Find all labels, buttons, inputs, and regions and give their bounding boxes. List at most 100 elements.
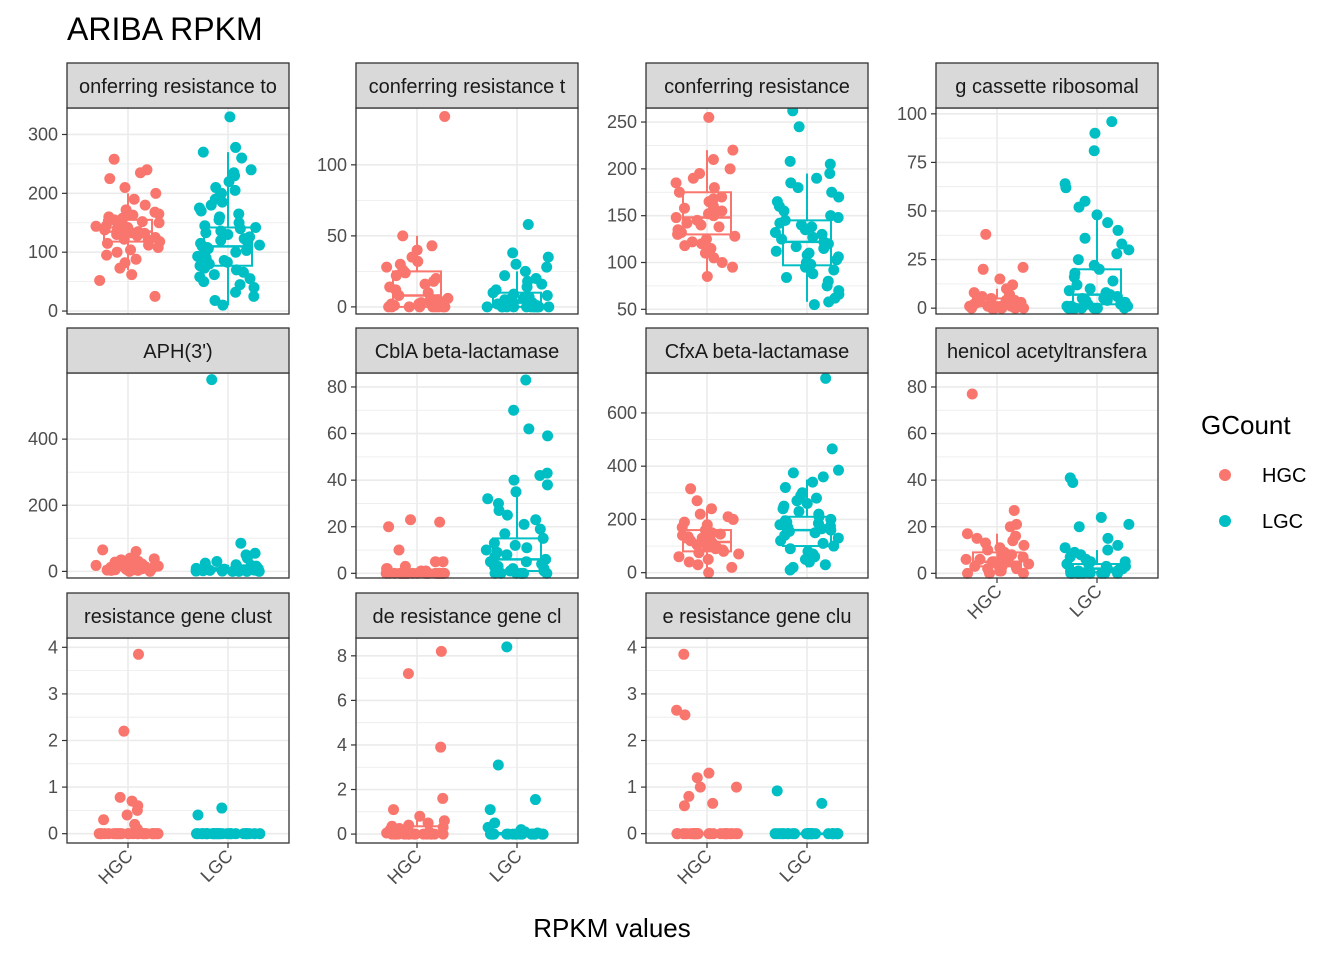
data-point-hgc	[685, 483, 697, 495]
data-point-hgc	[722, 511, 734, 523]
data-point-hgc	[153, 217, 165, 229]
facet-strip-label: g cassette ribosomal	[955, 76, 1138, 98]
data-point-lgc	[1106, 116, 1118, 128]
y-tick-label: 8	[337, 646, 347, 666]
y-tick-label: 150	[607, 206, 637, 226]
data-point-lgc	[828, 264, 840, 276]
data-point-lgc	[541, 479, 553, 491]
y-tick-label: 6	[337, 690, 347, 710]
y-tick-label: 0	[337, 297, 347, 317]
data-point-lgc	[1119, 556, 1131, 568]
data-point-lgc	[541, 290, 553, 302]
data-point-hgc	[1010, 530, 1022, 542]
data-point-lgc	[234, 279, 246, 291]
y-tick-label: 0	[917, 298, 927, 318]
data-point-lgc	[780, 271, 792, 283]
data-point-hgc	[701, 519, 713, 531]
data-point-lgc	[1084, 283, 1096, 295]
data-point-lgc	[230, 559, 242, 571]
data-point-lgc	[254, 239, 266, 251]
legend: GCount HGC LGC	[1201, 410, 1306, 533]
data-point-lgc	[250, 221, 262, 233]
data-point-lgc	[502, 828, 514, 840]
facet-panel: resistance gene clust 0 1 2 3 4 HGC LGC	[48, 592, 290, 888]
data-point-lgc	[833, 464, 845, 476]
data-point-lgc	[779, 481, 791, 493]
data-point-hgc	[411, 244, 423, 256]
data-point-lgc	[1089, 127, 1101, 139]
data-point-lgc	[499, 528, 511, 540]
y-tick-label: 100	[607, 253, 637, 273]
data-point-hgc	[706, 503, 718, 515]
y-tick-label: 1	[48, 777, 58, 797]
data-point-lgc	[530, 514, 542, 526]
data-point-hgc	[90, 220, 102, 232]
data-point-hgc	[438, 567, 450, 579]
data-point-hgc	[705, 242, 717, 254]
data-point-hgc	[111, 828, 123, 840]
data-point-hgc	[118, 725, 130, 737]
data-point-hgc	[136, 216, 148, 228]
facet-strip	[935, 327, 1159, 374]
data-point-hgc	[679, 709, 691, 721]
data-point-lgc	[529, 794, 541, 806]
data-point-hgc	[149, 290, 161, 302]
data-point-hgc	[702, 553, 714, 565]
data-point-lgc	[199, 557, 211, 569]
data-point-lgc	[778, 500, 790, 512]
data-point-lgc	[785, 177, 797, 189]
data-point-hgc	[703, 567, 715, 579]
facet-strip-label: CfxA beta-lactamase	[665, 341, 850, 363]
y-tick-label: 60	[907, 424, 927, 444]
y-tick-label: 0	[337, 563, 347, 583]
data-point-lgc	[542, 430, 554, 442]
data-point-lgc	[1059, 542, 1071, 554]
data-point-lgc	[240, 549, 252, 561]
data-point-lgc	[787, 561, 799, 573]
data-point-hgc	[126, 795, 138, 807]
data-point-hgc	[381, 261, 393, 273]
facet-strip	[645, 62, 869, 109]
data-point-hgc	[966, 388, 978, 400]
data-point-hgc	[703, 767, 715, 779]
data-point-hgc	[701, 271, 713, 283]
data-point-hgc	[420, 565, 432, 577]
data-point-lgc	[534, 523, 546, 535]
y-tick-label: 2	[627, 731, 637, 751]
facet-panel: CfxA beta-lactamase 0 200 400 600	[607, 327, 869, 583]
data-point-hgc	[394, 258, 406, 270]
data-point-lgc	[806, 221, 818, 233]
data-point-hgc	[960, 553, 972, 565]
data-point-hgc	[384, 281, 396, 293]
data-point-lgc	[522, 218, 534, 230]
data-point-hgc	[100, 220, 112, 232]
data-point-hgc	[670, 212, 682, 224]
data-point-lgc	[196, 828, 208, 840]
data-point-lgc	[521, 542, 533, 554]
data-point-lgc	[769, 227, 781, 239]
data-point-lgc	[508, 404, 520, 416]
data-point-lgc	[824, 158, 836, 170]
data-point-hgc	[994, 542, 1006, 554]
data-point-lgc	[542, 251, 554, 263]
data-point-hgc	[673, 186, 685, 198]
data-point-lgc	[492, 759, 504, 771]
facet-panel: conferring resistance 50 100 150 200 250	[607, 62, 869, 319]
data-point-lgc	[209, 294, 221, 306]
data-point-lgc	[508, 288, 520, 300]
data-point-hgc	[726, 561, 738, 573]
data-point-hgc	[714, 528, 726, 540]
legend-label-lgc: LGC	[1262, 511, 1303, 533]
facet-panel: henicol acetyltransfera 0 20 40 60 80 HGC LGC	[907, 327, 1159, 623]
data-point-lgc	[824, 168, 836, 180]
data-point-hgc	[132, 226, 144, 238]
y-tick-label: 25	[907, 250, 927, 270]
data-point-lgc	[828, 540, 840, 552]
data-point-hgc	[90, 559, 102, 571]
data-point-hgc	[694, 781, 706, 793]
data-point-lgc	[233, 217, 245, 229]
data-point-hgc	[442, 292, 454, 304]
data-point-hgc	[687, 828, 699, 840]
data-point-lgc	[509, 539, 521, 551]
data-point-hgc	[708, 182, 720, 194]
